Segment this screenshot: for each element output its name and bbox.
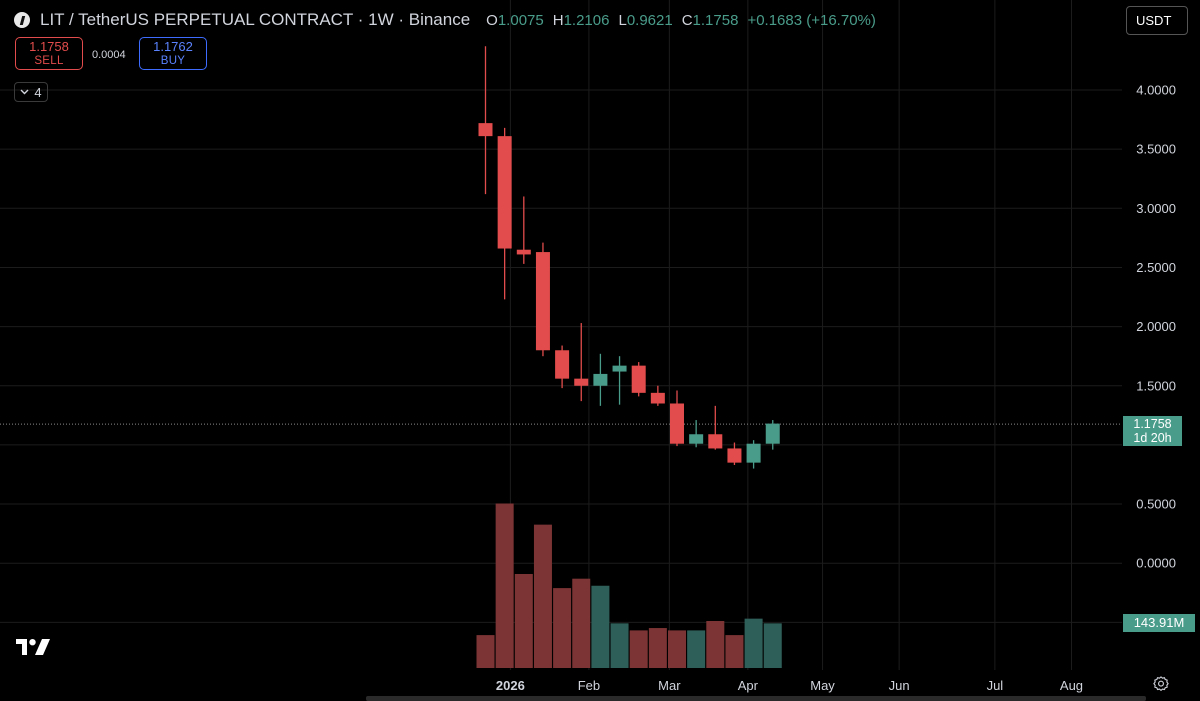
candle-body [516,249,531,255]
ohlc-values: O1.0075 H1.2106 L0.9621 C1.1758 +0.1683 … [486,12,876,29]
volume-bar [591,585,610,668]
bar-countdown: 1d 20h [1133,431,1172,446]
change-value: +0.1683 (+16.70%) [747,11,876,29]
high-value: 1.2106 [563,11,610,29]
lit-coin-icon [14,12,30,28]
currency-selector[interactable]: USDT [1126,6,1188,35]
buy-label: BUY [160,54,186,67]
currency-label: USDT [1136,13,1172,28]
x-tick-label: Feb [578,678,600,693]
volume-bar [572,578,591,668]
x-tick-label: May [810,678,835,693]
buy-price: 1.1762 [153,38,193,54]
last-price-value: 1.1758 [1133,417,1172,432]
y-tick-label: 4.0000 [1136,83,1176,98]
volume-bar [476,635,495,668]
y-tick-label: 0.0000 [1136,556,1176,571]
candle-body [574,378,589,386]
buy-button[interactable]: 1.1762 BUY [139,37,207,70]
candle-body [650,392,665,404]
candle-body [708,434,723,449]
y-tick-label: 2.5000 [1136,260,1176,275]
y-tick-label: 3.5000 [1136,142,1176,157]
candle-body [765,423,780,444]
spread-value: 0.0004 [92,49,126,61]
candle-body [612,365,627,372]
sell-button[interactable]: 1.1758 SELL [15,37,83,70]
candle-body [670,403,684,444]
candle-body [727,448,742,463]
y-tick-label: 1.5000 [1136,378,1176,393]
volume-bar [514,574,533,668]
volume-bar [610,623,629,668]
volume-bar [763,623,782,668]
chart-grid [0,0,1122,670]
y-tick-label: 3.0000 [1136,201,1176,216]
x-tick-label: 2026 [496,678,525,693]
candle-body [593,373,608,386]
indicators-toggle[interactable]: 4 [14,82,48,102]
sell-label: SELL [34,54,64,67]
close-value: 1.1758 [692,11,739,29]
x-tick-label: Aug [1060,678,1083,693]
volume-bar [533,524,552,668]
chevron-down-icon [20,89,29,95]
tradingview-logo-icon[interactable] [16,637,52,657]
symbol-title: LIT / TetherUS PERPETUAL CONTRACT · 1W ·… [40,10,471,29]
candlesticks [478,46,780,469]
candle-body [746,443,761,463]
x-tick-label: Jul [987,678,1004,693]
volume-bar [495,503,514,668]
close-key: C [681,11,693,29]
time-scroll-bar[interactable] [366,696,1146,701]
candle-body [555,350,570,379]
symbol-legend[interactable]: LIT / TetherUS PERPETUAL CONTRACT · 1W ·… [14,10,876,30]
x-tick-label: Jun [889,678,910,693]
sell-price: 1.1758 [29,38,69,54]
volume-bar [648,628,667,668]
volume-bar [629,630,648,668]
volume-bar [706,621,725,668]
indicators-count: 4 [34,84,42,100]
volume-value-label: 143.91M [1123,614,1195,632]
open-key: O [486,11,498,29]
y-tick-label: 0.5000 [1136,497,1176,512]
candle-body [535,252,550,351]
high-key: H [552,11,564,29]
open-value: 1.0075 [497,11,544,29]
candle-body [478,123,493,137]
volume-bar [744,618,763,668]
volume-bar [668,630,686,668]
volume-bars [476,503,782,668]
x-tick-label: Apr [738,678,759,693]
axes: 4.0000 3.5000 3.0000 2.5000 2.0000 1.5000 0.50… [496,83,1176,694]
y-tick-label: 2.0000 [1136,319,1176,334]
volume-bar [553,588,572,668]
candle-body [689,434,704,444]
candle-body [631,365,646,393]
low-key: L [618,11,627,29]
x-tick-label: Mar [658,678,681,693]
low-value: 0.9621 [626,11,673,29]
volume-bar [725,635,744,668]
candle-body [497,136,512,249]
volume-bar [687,630,706,668]
last-price-label: 1.1758 1d 20h [1123,416,1182,447]
gear-icon[interactable] [1152,675,1170,693]
